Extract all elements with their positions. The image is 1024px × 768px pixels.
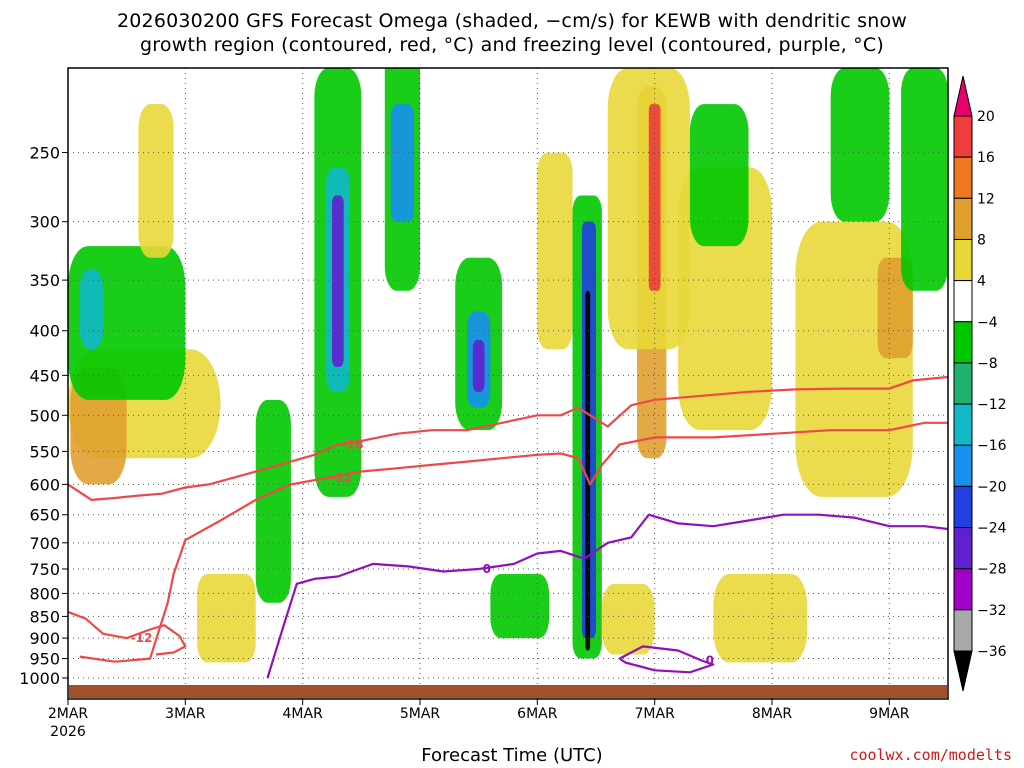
y-tick-label-450: 450 xyxy=(29,366,60,385)
terrain-surface xyxy=(69,685,947,698)
contour-labels: -18 -12 -12 0 0 xyxy=(131,437,714,667)
x-start-year: 2026 xyxy=(50,724,86,740)
y-tick-label-250: 250 xyxy=(29,144,60,163)
plot-frame xyxy=(67,67,949,700)
colorbar-segment-2 xyxy=(953,197,973,240)
omega-blob-30 xyxy=(601,583,655,655)
x-tick-label-3MAR: 3MAR xyxy=(165,706,206,722)
omega-blob-22 xyxy=(689,104,749,247)
colorbar-segment-6 xyxy=(953,362,973,405)
contour-label-0: -18 xyxy=(342,437,364,451)
colorbar: 20 16 12 8 4 −4 −8 −12 −16 −20 −24 −28 −32 −36 xyxy=(953,75,1007,692)
y-tick-label-500: 500 xyxy=(29,406,60,425)
omega-blob-17 xyxy=(585,290,591,651)
x-tick-label-8MAR: 8MAR xyxy=(752,706,793,722)
x-tick-label-2MAR: 2MAR xyxy=(48,706,89,722)
omega-blob-27 xyxy=(197,573,256,663)
colorbar-tick-2: 12 xyxy=(977,191,995,207)
colorbar-tick-13: −36 xyxy=(977,644,1007,660)
y-tick-label-550: 550 xyxy=(29,442,60,461)
grid-lines xyxy=(68,68,948,699)
chart-title-line-1: 2026030200 GFS Forecast Omega (shaded, −… xyxy=(116,10,908,32)
colorbar-segment-11 xyxy=(953,568,973,611)
y-tick-label-900: 900 xyxy=(29,629,60,648)
omega-blob-10 xyxy=(390,104,415,222)
omega-blob-14 xyxy=(537,152,573,350)
y-tick-label-700: 700 xyxy=(29,534,60,553)
colorbar-segment-3 xyxy=(953,238,973,282)
colorbar-segment-12 xyxy=(953,609,973,652)
x-tick-label-6MAR: 6MAR xyxy=(517,706,558,722)
omega-blob-28 xyxy=(713,573,808,663)
omega-blob-29 xyxy=(490,573,550,639)
omega-blob-13 xyxy=(472,340,485,392)
colorbar-tick-3: 8 xyxy=(977,232,986,248)
y-tick-label-300: 300 xyxy=(29,213,60,232)
colorbar-tick-12: −32 xyxy=(977,603,1007,619)
colorbar-segment-9 xyxy=(953,485,973,529)
colorbar-segment-1 xyxy=(953,156,973,199)
x-tick-label-4MAR: 4MAR xyxy=(283,706,324,722)
contour-label-4: 0 xyxy=(706,654,714,668)
colorbar-segment-5 xyxy=(953,321,973,364)
y-tick-label-750: 750 xyxy=(29,560,60,579)
colorbar-tick-7: −12 xyxy=(977,397,1007,413)
omega-blob-26 xyxy=(901,68,948,291)
y-tick-label-400: 400 xyxy=(29,322,60,341)
omega-shading xyxy=(68,68,948,663)
colorbar-segment-0 xyxy=(953,115,973,158)
contour-minus18-0 xyxy=(68,375,948,501)
y-tick-label-350: 350 xyxy=(29,271,60,290)
omega-blob-5 xyxy=(255,399,291,603)
y-tick-label-600: 600 xyxy=(29,475,60,494)
colorbar-bottom-arrow xyxy=(953,650,973,692)
x-tick-label-7MAR: 7MAR xyxy=(635,706,676,722)
y-tick-label-850: 850 xyxy=(29,607,60,626)
contour-minus12-1 xyxy=(79,421,948,663)
colorbar-tick-10: −24 xyxy=(977,521,1007,537)
y-axis: 250 300 350 400 450 500 550 600 650 700 750 800 850 9… xyxy=(19,144,68,688)
colorbar-segment-10 xyxy=(953,527,973,570)
colorbar-tick-0: 20 xyxy=(977,109,995,125)
contour-label-1: -12 xyxy=(330,471,352,485)
contour-minus12-2 xyxy=(68,610,187,656)
contour-label-2: -12 xyxy=(131,631,153,645)
omega-blob-8 xyxy=(332,195,344,367)
colorbar-top-arrow xyxy=(953,75,973,117)
colorbar-tick-11: −28 xyxy=(977,562,1007,578)
x-tick-label-9MAR: 9MAR xyxy=(869,706,910,722)
colorbar-tick-9: −20 xyxy=(977,479,1007,495)
contour-0-3 xyxy=(266,513,948,679)
contour-lines xyxy=(68,375,948,679)
omega-blob-3 xyxy=(79,269,104,350)
omega-blob-25 xyxy=(877,257,913,359)
x-tick-label-5MAR: 5MAR xyxy=(400,706,441,722)
omega-blob-4 xyxy=(138,104,174,258)
colorbar-tick-4: 4 xyxy=(977,274,986,290)
x-axis-label: Forecast Time (UTC) xyxy=(421,745,603,766)
chart-title-line-2: growth region (contoured, red, °C) and f… xyxy=(140,34,884,56)
contour-label-3: 0 xyxy=(483,562,491,576)
colorbar-tick-5: −4 xyxy=(977,315,998,331)
colorbar-segment-8 xyxy=(953,444,973,487)
colorbar-segment-7 xyxy=(953,403,973,446)
contour-0-4 xyxy=(618,645,715,674)
y-tick-label-950: 950 xyxy=(29,650,60,669)
x-axis: 2MAR 3MAR 4MAR 5MAR 6MAR 7MAR 8MAR 9MAR 2026 xyxy=(48,699,910,740)
colorbar-tick-6: −8 xyxy=(977,356,998,372)
colorbar-tick-8: −16 xyxy=(977,438,1007,454)
y-tick-label-800: 800 xyxy=(29,584,60,603)
y-tick-label-1000: 1000 xyxy=(19,669,60,688)
omega-blob-24 xyxy=(830,68,890,222)
credit-text: coolwx.com/modelts xyxy=(849,746,1012,764)
y-tick-label-650: 650 xyxy=(29,506,60,525)
colorbar-segment-4 xyxy=(953,280,973,323)
omega-blob-20 xyxy=(648,104,661,291)
terrain-band xyxy=(69,685,947,698)
colorbar-tick-1: 16 xyxy=(977,150,995,166)
